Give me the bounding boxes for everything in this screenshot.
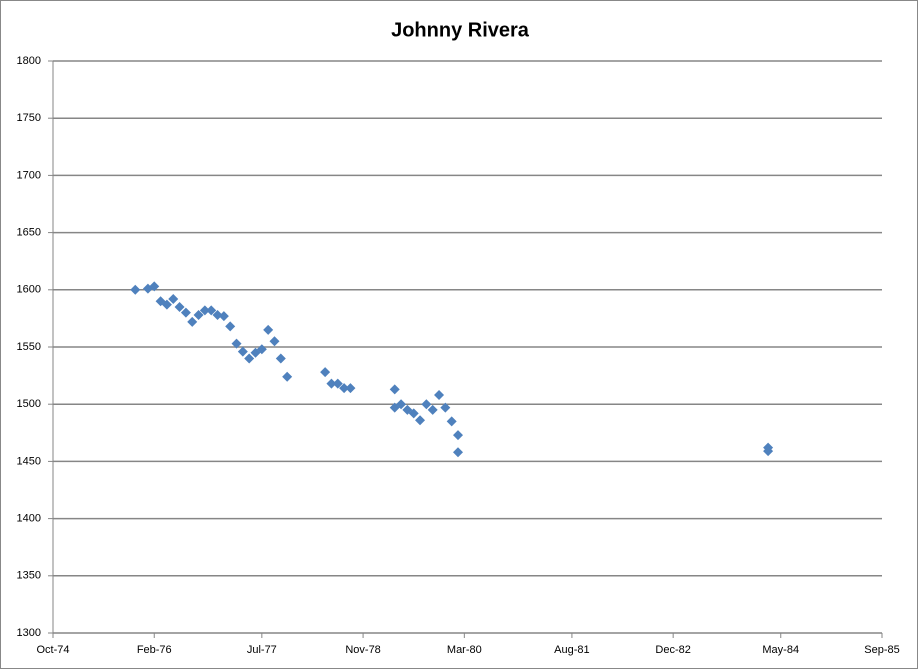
data-point	[130, 284, 141, 295]
data-point	[275, 353, 286, 364]
data-point	[408, 408, 419, 419]
data-point	[421, 399, 432, 410]
data-point	[193, 309, 204, 320]
data-point	[326, 378, 337, 389]
x-tick-label: Oct-74	[36, 644, 69, 656]
data-point	[269, 336, 280, 347]
data-point	[427, 404, 438, 415]
data-point	[339, 383, 350, 394]
data-point	[440, 402, 451, 413]
data-point	[434, 390, 445, 401]
data-point	[199, 305, 210, 316]
data-point	[453, 447, 464, 458]
x-tick-label: Mar-80	[447, 644, 482, 656]
y-tick-label: 1300	[17, 627, 41, 639]
data-point	[212, 309, 223, 320]
x-tick-label: Feb-76	[137, 644, 172, 656]
data-point	[161, 299, 172, 310]
y-tick-label: 1750	[17, 112, 41, 124]
data-point	[396, 399, 407, 410]
x-tick-label: Aug-81	[554, 644, 589, 656]
y-tick-label: 1650	[17, 227, 41, 239]
data-point	[345, 383, 356, 394]
data-point	[231, 338, 242, 349]
data-point	[180, 307, 191, 318]
x-tick-label: May-84	[762, 644, 799, 656]
data-point	[225, 321, 236, 332]
data-point	[763, 446, 774, 457]
y-tick-label: 1550	[17, 341, 41, 353]
y-tick-label: 1800	[17, 55, 41, 67]
x-tick-label: Nov-78	[345, 644, 380, 656]
data-point	[206, 305, 217, 316]
data-point	[320, 367, 331, 378]
x-tick-label: Jul-77	[247, 644, 277, 656]
y-tick-label: 1450	[17, 455, 41, 467]
y-tick-label: 1500	[17, 398, 41, 410]
data-point	[149, 281, 160, 292]
y-tick-label: 1600	[17, 284, 41, 296]
data-point	[332, 378, 343, 389]
x-tick-label: Dec-82	[655, 644, 690, 656]
data-point	[263, 324, 274, 335]
data-point	[415, 415, 426, 426]
data-point	[389, 384, 400, 395]
data-point	[446, 416, 457, 427]
data-point	[187, 316, 198, 327]
data-point	[244, 353, 255, 364]
data-point	[168, 293, 179, 304]
chart-title: Johnny Rivera	[391, 19, 530, 41]
data-point	[218, 311, 229, 322]
data-point	[282, 371, 293, 382]
y-tick-label: 1400	[17, 513, 41, 525]
y-tick-label: 1350	[17, 570, 41, 582]
data-point	[174, 301, 185, 312]
y-tick-label: 1700	[17, 169, 41, 181]
x-tick-label: Sep-85	[864, 644, 899, 656]
data-point	[256, 344, 267, 355]
data-point	[237, 346, 248, 357]
data-point	[453, 430, 464, 441]
